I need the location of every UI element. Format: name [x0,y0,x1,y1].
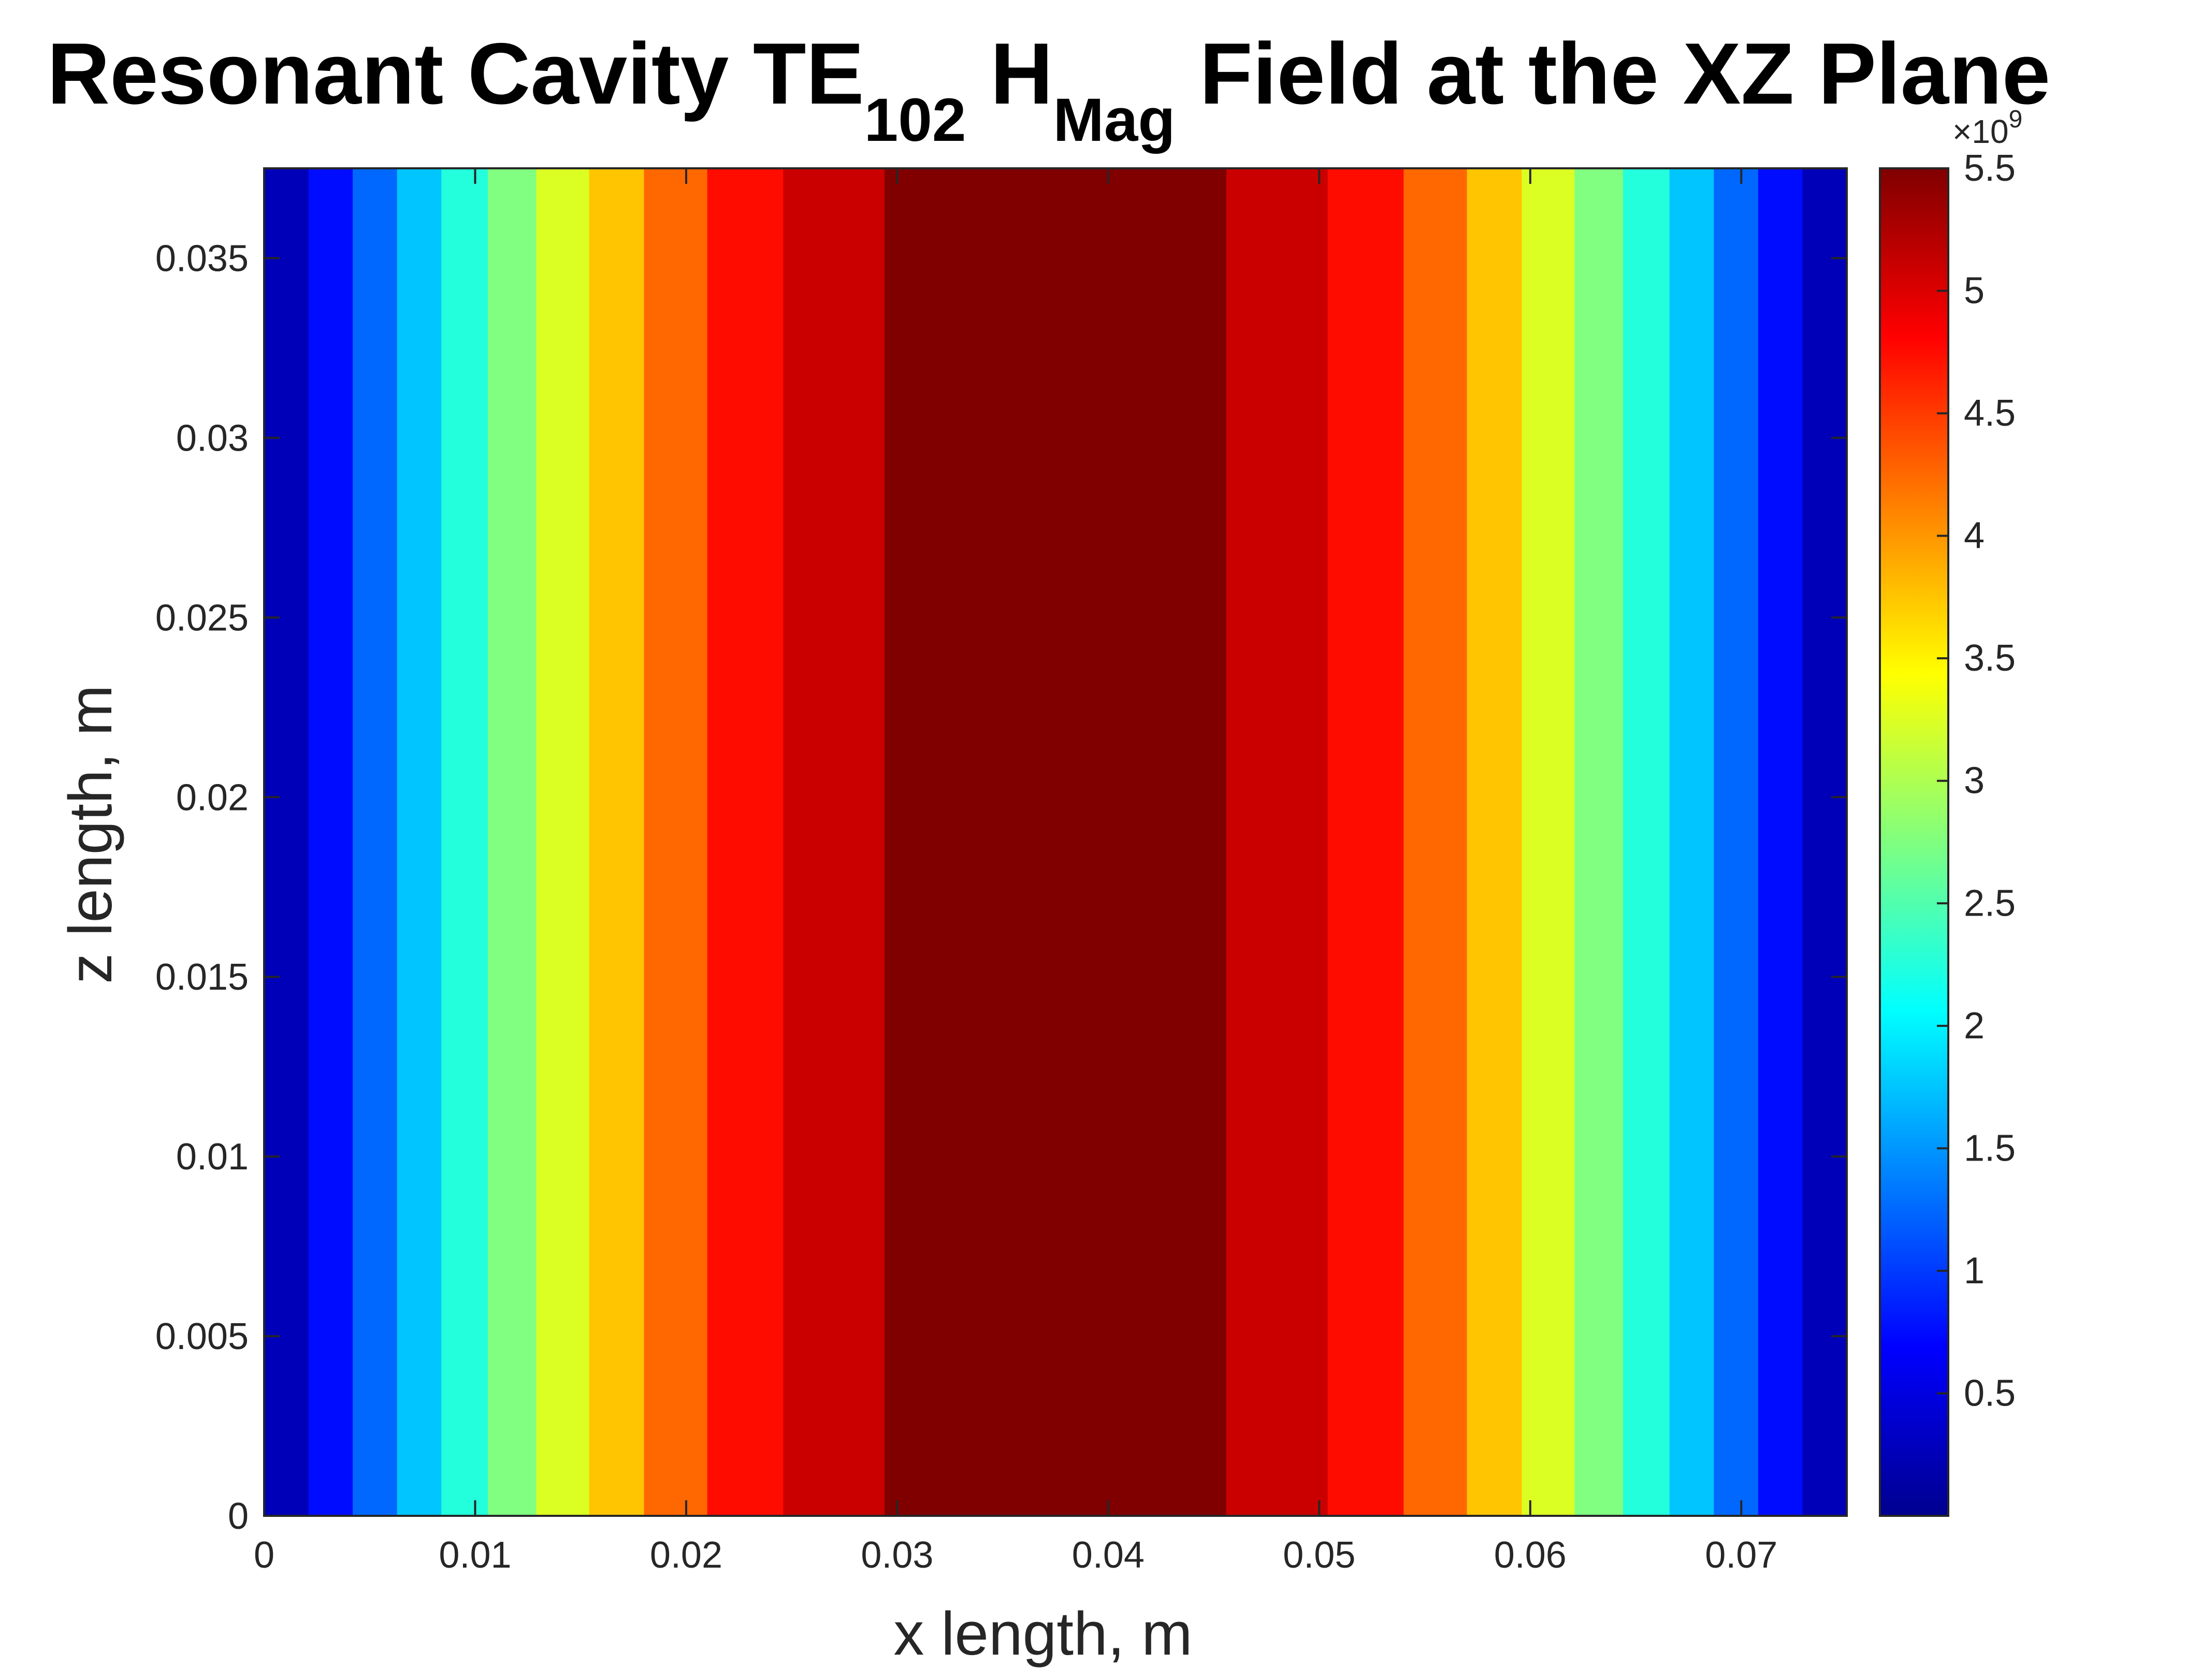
heatmap-band-9 [707,168,784,1516]
x-axis: 0 0.01 0.02 0.03 0.04 0.05 0.06 0.07 [254,168,1777,1576]
x-axis-label: x length, m [893,1600,1192,1668]
y-tick-label: 0.015 [155,957,249,998]
heatmap-band-16 [1522,168,1575,1516]
colorbar-tick-label: 0.5 [1964,1372,2016,1414]
colorbar-tick-label: 1 [1964,1250,1985,1292]
heatmap-band-17 [1574,168,1624,1516]
heatmap-band-10 [783,168,885,1516]
y-tick-label: 0.03 [176,417,249,459]
colorbar-exponent-base: ×10 [1952,113,2009,150]
colorbar-tick-label: 4 [1964,515,1985,557]
colorbar-exponent: ×109 [1952,106,2022,150]
colorbar-gradient [1879,167,1949,1517]
title-prefix: Resonant Cavity TE [47,25,864,122]
colorbar-tick-label: 5.5 [1964,148,2016,189]
heatmap-band-1 [308,168,353,1516]
heatmap-band-7 [589,168,645,1516]
heatmap-band-5 [487,168,537,1516]
x-tick-label: 0.05 [1283,1534,1355,1576]
colorbar-tick-label: 2.5 [1964,882,2016,924]
colorbar-tick-label: 3 [1964,760,1985,802]
heatmap-band-8 [644,168,708,1516]
heatmap-band-21 [1758,168,1803,1516]
heatmap-band-0 [264,168,309,1516]
x-tick-label: 0.07 [1705,1534,1777,1576]
colorbar-tick-label: 1.5 [1964,1127,2016,1169]
y-tick-label: 0.005 [155,1316,249,1357]
colorbar-tick-label: 2 [1964,1005,1985,1047]
x-tick-label: 0.06 [1494,1534,1567,1576]
y-axis-label: z length, m [56,685,125,983]
heatmap-band-3 [397,168,442,1516]
title-subscript-mode: 102 [864,86,966,154]
x-tick-label: 0 [254,1534,274,1576]
y-tick-label: 0.035 [155,238,249,279]
heatmap-band-13 [1327,168,1404,1516]
y-axis: 0 0.005 0.01 0.015 0.02 0.025 0.03 0.035 [155,238,1847,1537]
colorbar-tick-label: 3.5 [1964,638,2016,679]
heatmap-band-19 [1669,168,1714,1516]
heatmap-band-14 [1403,168,1468,1516]
x-tick-label: 0.02 [650,1534,722,1576]
heatmap-band-22 [1802,168,1847,1516]
heatmap-band-2 [353,168,398,1516]
colorbar: 0.5 1 1.5 2 2.5 3 3.5 4 4.5 5 5.5 ×109 [1879,106,2022,1517]
y-tick-label: 0.02 [176,777,249,818]
heatmap-band-6 [536,168,590,1516]
x-tick-label: 0.04 [1072,1534,1145,1576]
plot-border [263,167,1848,1517]
heatmap-band-12 [1226,168,1328,1516]
colorbar-tick-label: 5 [1964,270,1985,312]
y-tick-label: 0 [228,1496,249,1537]
plot-area [263,167,1848,1517]
heatmap-band-20 [1714,168,1759,1516]
chart-title: Resonant Cavity TE102 HMag Field at the … [47,25,2050,154]
heatmap-band-4 [441,168,488,1516]
y-tick-label: 0.01 [176,1136,249,1178]
title-suffix: Field at the XZ Plane [1175,25,2050,122]
title-subscript-field: Mag [1053,86,1175,154]
x-tick-label: 0.03 [861,1534,933,1576]
colorbar-exponent-power: 9 [2009,106,2023,133]
y-tick-label: 0.025 [155,597,249,639]
heatmap-band-18 [1623,168,1670,1516]
colorbar-tick-label: 4.5 [1964,393,2016,434]
heatmap-band-11 [884,168,1227,1516]
x-tick-label: 0.01 [439,1534,511,1576]
title-mid: H [966,25,1053,122]
colorbar-ticks: 0.5 1 1.5 2 2.5 3 3.5 4 4.5 5 5.5 [1937,148,2016,1414]
heatmap-band-15 [1467,168,1523,1516]
